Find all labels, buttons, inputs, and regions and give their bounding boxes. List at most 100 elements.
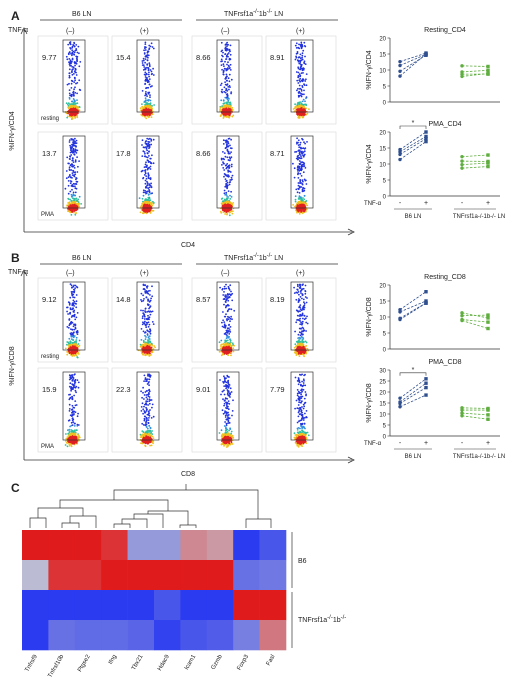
y-tick-label: 0: [383, 194, 387, 200]
series-line: [398, 301, 428, 322]
y-tick-label: 5: [383, 331, 387, 337]
y-tick-label: 10: [379, 162, 386, 168]
panel-b-cond-1: (–): [66, 270, 75, 277]
series-line: [460, 71, 490, 79]
gate-percentage: 8.19: [270, 295, 285, 304]
panel-a-x-arrow: [347, 228, 355, 236]
panelA-flow-plot: 8.66: [191, 35, 263, 125]
x-tick-label: -: [461, 440, 464, 447]
flow-gate: [216, 371, 240, 441]
gate-percentage: 7.79: [270, 385, 285, 394]
series-line: [460, 68, 490, 74]
series-point: [486, 64, 490, 69]
heatmap-cell: [101, 530, 128, 561]
heatmap-cell: [101, 620, 128, 651]
panel-a-cond-4: (+): [296, 28, 305, 35]
series-point: [486, 413, 490, 417]
heatmap-cell: [48, 560, 76, 591]
y-tick-label: 5: [383, 178, 387, 184]
panel-a-cond-3: (–): [221, 28, 230, 35]
panel-c: C B6 TNFrsf1a-/-1b-/- Tnfrsf9 Tnfrsf10b Pt…: [11, 481, 346, 679]
row-label: PMA: [41, 212, 54, 218]
heatmap-cell: [154, 620, 181, 651]
panelB-flow-plot: 8.57: [191, 277, 263, 363]
line-chart-1: Resting_CD4 0 5 10 15 20 %IFN-γ/CD4: [366, 27, 500, 106]
gate-percentage: 15.4: [116, 53, 131, 62]
y-tick-label: 15: [379, 401, 386, 407]
x-tick-label: +: [424, 440, 428, 447]
dendro-branch-12: [113, 489, 259, 519]
series-point: [486, 320, 490, 324]
dendrogram: [29, 484, 272, 528]
line-chart-title: PMA_CD8: [428, 359, 461, 366]
series-point: [398, 405, 402, 409]
series-line: [398, 301, 428, 320]
heatmap-cell: [259, 590, 287, 621]
heatmap-cell: [22, 530, 49, 561]
y-tick-label: 5: [383, 423, 387, 429]
heatmap-cell: [154, 560, 181, 591]
gate-percentage: 8.66: [196, 149, 211, 158]
series-point: [398, 59, 402, 64]
gate-percentage: 9.77: [42, 53, 57, 62]
y-tick-label: 20: [379, 283, 386, 289]
row-label: resting: [41, 116, 59, 122]
gate-percentage: 22.3: [116, 385, 131, 394]
heatmap-cell: [22, 620, 49, 651]
gate-percentage: 8.91: [270, 53, 285, 62]
series-line: [460, 153, 490, 159]
line-chart-ylabel: %IFN-γ/CD4: [366, 144, 373, 183]
series-point: [460, 314, 464, 318]
series-point: [460, 159, 464, 163]
series-point: [398, 69, 402, 73]
series-point: [424, 301, 428, 305]
series-point: [486, 408, 490, 412]
series-point: [460, 64, 464, 68]
dendro-branch-1: [29, 517, 47, 528]
heatmap-cell: [180, 530, 208, 561]
heatmap-cell: [180, 590, 208, 621]
line-chart-title: Resting_CD4: [424, 27, 466, 34]
series-point: [398, 401, 402, 406]
series-point: [460, 311, 464, 315]
panel-b-cond-3: (–): [221, 270, 230, 277]
panel-b-cond-4: (+): [296, 270, 305, 277]
series-point: [460, 74, 464, 79]
dendro-branch-4: [37, 507, 84, 518]
panel-b-ylabel: %IFN-γ/CD8: [9, 346, 16, 385]
line-chart-title: Resting_CD8: [424, 274, 466, 281]
heatmap-column-label: Ifng: [108, 654, 118, 666]
group-label: B6 LN: [405, 214, 422, 220]
row-label: resting: [41, 354, 59, 360]
series-line: [460, 318, 490, 331]
series-line: [460, 159, 490, 164]
line-chart-4: PMA_CD8 0 5 10 15 20 25 30 %IFN-γ/CD8 * TNF-α - + - + B…: [364, 359, 505, 460]
series-point: [486, 153, 490, 157]
series-line: [398, 137, 428, 157]
heatmap-cell: [233, 560, 260, 591]
panel-a-ylabel: %IFN-γ/CD4: [9, 111, 16, 150]
y-tick-label: 25: [379, 379, 386, 385]
x-tick-label: +: [486, 200, 490, 207]
panel-a-tnf-label: TNF-α: [8, 27, 28, 34]
significance-bracket: [399, 372, 427, 376]
series-line: [460, 408, 490, 412]
series-point: [424, 381, 428, 385]
heatmap-label-b6: B6: [298, 558, 307, 565]
heatmap-column-label: Tnfrsf10b: [47, 653, 65, 679]
panel-b-flow-plots: 9.12 resting 14.8 8.57 8.19 15.9 PMA 22.3 9.01 7.…: [37, 277, 337, 453]
panel-a-group-b6: B6 LN: [72, 11, 91, 18]
series-line: [398, 377, 428, 400]
gate-percentage: 13.7: [42, 149, 57, 158]
panelB-flow-plot: 22.3: [111, 367, 183, 453]
panel-a-group-ko: TNFrsf1a-/-1b-/- LN: [224, 9, 283, 18]
y-tick-label: 15: [379, 52, 386, 58]
panelA-flow-plot: 8.91: [265, 35, 337, 125]
heatmap-column-labels: Tnfrsf9 Tnfrsf10b Ptgse2 Ifng Tbx21 Hdac9 Icam…: [24, 653, 276, 679]
series-point: [424, 52, 428, 56]
y-tick-label: 20: [379, 390, 386, 396]
series-line: [460, 164, 490, 170]
y-tick-label: 20: [379, 130, 386, 136]
series-line: [398, 290, 428, 312]
heatmap-cell: [48, 620, 76, 651]
